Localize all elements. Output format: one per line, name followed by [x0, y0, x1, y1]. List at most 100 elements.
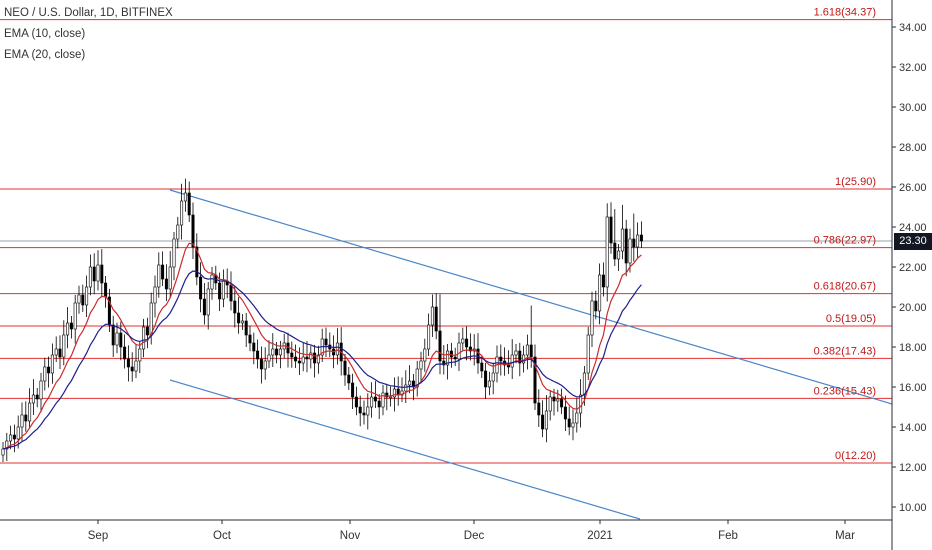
candle-body — [563, 406, 567, 420]
candle-body — [138, 348, 142, 362]
candle-body — [465, 338, 469, 348]
y-tick-label: 22.00 — [899, 262, 927, 274]
candle-body — [43, 366, 47, 382]
candle-body — [123, 346, 127, 360]
candle-body — [601, 274, 605, 288]
ema-lines — [2, 242, 642, 450]
candle-body — [404, 384, 408, 392]
candle-body — [449, 350, 453, 358]
y-tick-label: 14.00 — [899, 422, 927, 434]
y-tick-label: 30.00 — [899, 102, 927, 114]
x-tick-label: Mar — [835, 530, 855, 542]
candle-body — [385, 392, 389, 398]
candle-body — [183, 192, 187, 202]
candle-body — [12, 434, 16, 440]
candle-body — [309, 352, 313, 360]
candle-body — [594, 300, 598, 312]
candle-body — [423, 348, 427, 362]
candle-body — [324, 338, 328, 346]
candle-body — [73, 302, 77, 330]
candle-body — [499, 356, 503, 362]
candle-body — [130, 366, 134, 372]
candle-body — [560, 398, 564, 408]
candle-body — [54, 348, 58, 356]
candle-body — [613, 242, 617, 260]
candle-body — [248, 334, 252, 344]
candle-body — [514, 350, 518, 356]
candle-body — [92, 266, 96, 282]
candle-body — [598, 274, 602, 312]
candle-body — [297, 360, 301, 364]
fib-label-1: 1(25.90) — [835, 176, 876, 188]
candle-body — [468, 346, 472, 352]
candle-body — [438, 330, 442, 362]
candle-body — [347, 374, 351, 384]
candle-body — [20, 414, 24, 428]
candle-body — [271, 348, 275, 356]
candle-body — [199, 276, 203, 300]
candle-body — [548, 396, 552, 412]
x-tick-label: Dec — [464, 530, 485, 542]
candle-body — [111, 324, 115, 346]
candle-body — [81, 294, 85, 306]
candle-body — [632, 238, 636, 248]
candle-body — [180, 200, 184, 226]
fib-levels — [0, 19, 892, 464]
candle-body — [582, 372, 586, 396]
candle-body — [453, 356, 457, 360]
x-tick-label: Nov — [340, 530, 361, 542]
candle-body — [313, 352, 317, 364]
chart-title: NEO / U.S. Dollar, 1D, BITFINEX — [4, 7, 173, 19]
candle-body — [586, 334, 590, 374]
candle-body — [533, 356, 537, 404]
candle-body — [58, 348, 62, 358]
candle-body — [145, 326, 149, 336]
candle-body — [24, 414, 28, 422]
y-tick-label: 20.00 — [899, 302, 927, 314]
candle-body — [377, 400, 381, 408]
candle-body — [176, 224, 180, 240]
candle-body — [461, 338, 465, 344]
candle-body — [525, 344, 529, 356]
candle-body — [1, 448, 5, 456]
last-price-badge: 23.30 — [894, 233, 932, 250]
candle-body — [609, 216, 613, 244]
candle-body — [636, 234, 640, 248]
candle-body — [510, 354, 514, 368]
candle-body — [202, 298, 206, 316]
candle-body — [206, 288, 210, 316]
candle-body — [88, 266, 92, 288]
candle-body — [639, 234, 643, 242]
candle-body — [305, 356, 309, 360]
candle-body — [491, 372, 495, 382]
candle-body — [366, 406, 370, 416]
candle-body — [396, 388, 400, 396]
candle-body — [149, 302, 153, 336]
candle-body — [408, 380, 412, 386]
y-tick-label: 24.00 — [899, 222, 927, 234]
channel-upper-line — [169, 189, 893, 405]
candle-body — [294, 356, 298, 362]
candle-body — [233, 300, 237, 314]
candle-body — [590, 300, 594, 336]
candle-body — [47, 366, 51, 374]
candle-body — [624, 228, 628, 264]
y-tick-label: 32.00 — [899, 62, 927, 74]
candle-body — [85, 286, 89, 306]
legend-ema10[interactable]: EMA (10, close) — [4, 28, 86, 40]
legend-ema20[interactable]: EMA (20, close) — [4, 49, 86, 61]
candle-body — [267, 354, 271, 362]
candle-body — [389, 396, 393, 399]
candle-body — [552, 396, 556, 402]
candle-body — [195, 246, 199, 278]
candle-body — [5, 440, 9, 450]
candle-body — [153, 286, 157, 304]
y-tick-label: 34.00 — [899, 22, 927, 34]
candle-body — [16, 426, 20, 440]
candle-body — [362, 412, 366, 416]
candle-body — [571, 422, 575, 428]
candle-body — [9, 434, 13, 442]
fib-label-3: 0.618(20.67) — [814, 281, 876, 293]
candle-body — [567, 418, 571, 428]
candle-body — [419, 360, 423, 370]
